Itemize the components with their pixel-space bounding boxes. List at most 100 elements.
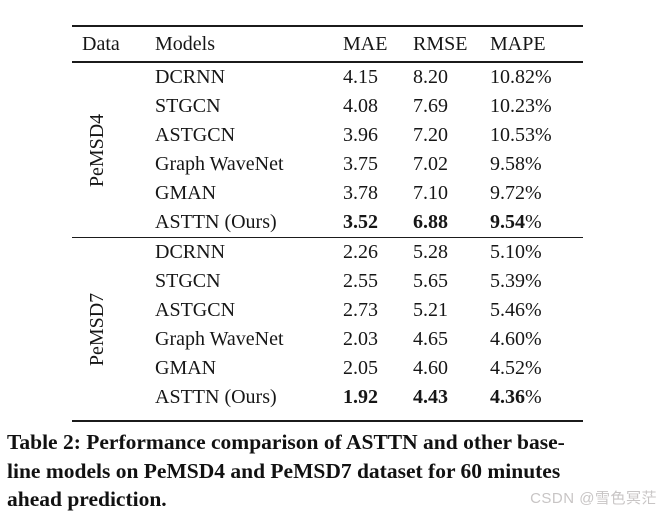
section-rows: DCRNN 2.26 5.28 5.10% STGCN 2.55 5.65 5.… (72, 238, 583, 412)
percent-sign: % (525, 328, 542, 350)
percent-sign: % (535, 124, 552, 146)
table-row: ASTTN (Ours) 1.92 4.43 4.36% (72, 383, 583, 412)
model-cell: DCRNN (155, 241, 226, 263)
mae-cell: 4.15 (343, 66, 378, 88)
dataset-section: PeMSD4 DCRNN 4.15 8.20 10.82% STGCN 4.08… (72, 63, 583, 237)
model-cell: GMAN (155, 182, 217, 204)
rmse-cell: 8.20 (413, 66, 448, 88)
caption-line-2: line models on PeMSD4 and PeMSD7 dataset… (7, 458, 561, 483)
mape-cell: 9.72% (490, 179, 583, 208)
mape-value: 10.82 (490, 66, 535, 88)
percent-sign: % (525, 386, 542, 408)
percent-sign: % (535, 95, 552, 117)
model-cell: STGCN (155, 95, 221, 117)
percent-sign: % (535, 66, 552, 88)
table-body: PeMSD4 DCRNN 4.15 8.20 10.82% STGCN 4.08… (72, 63, 583, 420)
mae-cell: 3.52 (343, 211, 378, 233)
header-mape: MAPE (490, 33, 546, 55)
table-bottom-rule (72, 420, 583, 422)
header-models: Models (155, 33, 215, 55)
model-cell: DCRNN (155, 66, 226, 88)
mape-value: 9.54 (490, 211, 525, 233)
model-cell: ASTTN (Ours) (155, 386, 277, 408)
mape-value: 9.72 (490, 182, 525, 204)
percent-sign: % (525, 241, 542, 263)
percent-sign: % (525, 182, 542, 204)
table-row: STGCN 2.55 5.65 5.39% (72, 267, 583, 296)
mape-cell: 5.39% (490, 267, 583, 296)
mape-cell: 10.82% (490, 63, 583, 92)
caption-line-3: ahead prediction. (7, 487, 167, 511)
model-cell: Graph WaveNet (155, 153, 284, 175)
mape-cell: 4.52% (490, 354, 583, 383)
mae-cell: 2.03 (343, 328, 378, 350)
mae-cell: 2.05 (343, 357, 378, 379)
table-caption: Table 2: Performance comparison of ASTTN… (7, 428, 662, 514)
mae-cell: 3.75 (343, 153, 378, 175)
rmse-cell: 7.02 (413, 153, 448, 175)
section-rows: DCRNN 4.15 8.20 10.82% STGCN 4.08 7.69 1… (72, 63, 583, 237)
mape-value: 5.39 (490, 270, 525, 292)
percent-sign: % (525, 211, 542, 233)
percent-sign: % (525, 153, 542, 175)
mape-value: 4.60 (490, 328, 525, 350)
mae-cell: 2.55 (343, 270, 378, 292)
mae-cell: 3.96 (343, 124, 378, 146)
table-top-rule (72, 25, 583, 27)
mae-cell: 2.73 (343, 299, 378, 321)
mae-cell: 1.92 (343, 386, 378, 408)
rmse-cell: 5.65 (413, 270, 448, 292)
header-mae: MAE (343, 33, 388, 55)
rmse-cell: 7.20 (413, 124, 448, 146)
rmse-cell: 4.65 (413, 328, 448, 350)
header-rmse: RMSE (413, 33, 468, 55)
rmse-cell: 7.10 (413, 182, 448, 204)
table-row: DCRNN 4.15 8.20 10.82% (72, 63, 583, 92)
percent-sign: % (525, 299, 542, 321)
table-row: GMAN 2.05 4.60 4.52% (72, 354, 583, 383)
table-row: GMAN 3.78 7.10 9.72% (72, 179, 583, 208)
table-row: ASTGCN 2.73 5.21 5.46% (72, 296, 583, 325)
mape-value: 4.36 (490, 386, 525, 408)
table-row: Graph WaveNet 3.75 7.02 9.58% (72, 150, 583, 179)
mape-cell: 5.46% (490, 296, 583, 325)
rmse-cell: 5.28 (413, 241, 448, 263)
table-row: DCRNN 2.26 5.28 5.10% (72, 238, 583, 267)
mape-value: 5.10 (490, 241, 525, 263)
rmse-cell: 4.43 (413, 386, 448, 408)
mape-value: 10.23 (490, 95, 535, 117)
mape-cell: 9.58% (490, 150, 583, 179)
mae-cell: 2.26 (343, 241, 378, 263)
mape-value: 4.52 (490, 357, 525, 379)
model-cell: STGCN (155, 270, 221, 292)
mape-cell: 5.10% (490, 238, 583, 267)
model-cell: ASTGCN (155, 124, 236, 146)
header-bottom-rule (72, 61, 583, 63)
mape-value: 9.58 (490, 153, 525, 175)
mape-value: 5.46 (490, 299, 525, 321)
percent-sign: % (525, 357, 542, 379)
rmse-cell: 7.69 (413, 95, 448, 117)
rmse-cell: 5.21 (413, 299, 448, 321)
model-cell: ASTGCN (155, 299, 236, 321)
header-data: Data (82, 33, 120, 55)
table-row: ASTGCN 3.96 7.20 10.53% (72, 121, 583, 150)
results-table: Data Models MAE RMSE MAPE PeMSD4 DCRNN 4… (72, 25, 583, 422)
percent-sign: % (525, 270, 542, 292)
mape-cell: 10.23% (490, 92, 583, 121)
caption-line-1: Table 2: Performance comparison of ASTTN… (7, 430, 565, 454)
mape-cell: 9.54% (490, 208, 583, 237)
model-cell: Graph WaveNet (155, 328, 284, 350)
mae-cell: 3.78 (343, 182, 378, 204)
mape-value: 10.53 (490, 124, 535, 146)
watermark: CSDN @雪色冥茫 (530, 490, 657, 507)
mape-cell: 4.36% (490, 383, 583, 412)
model-cell: ASTTN (Ours) (155, 211, 277, 233)
model-cell: GMAN (155, 357, 217, 379)
table-row: Graph WaveNet 2.03 4.65 4.60% (72, 325, 583, 354)
dataset-section: PeMSD7 DCRNN 2.26 5.28 5.10% STGCN 2.55 … (72, 237, 583, 420)
table-row: STGCN 4.08 7.69 10.23% (72, 92, 583, 121)
table-row: ASTTN (Ours) 3.52 6.88 9.54% (72, 208, 583, 237)
mape-cell: 4.60% (490, 325, 583, 354)
